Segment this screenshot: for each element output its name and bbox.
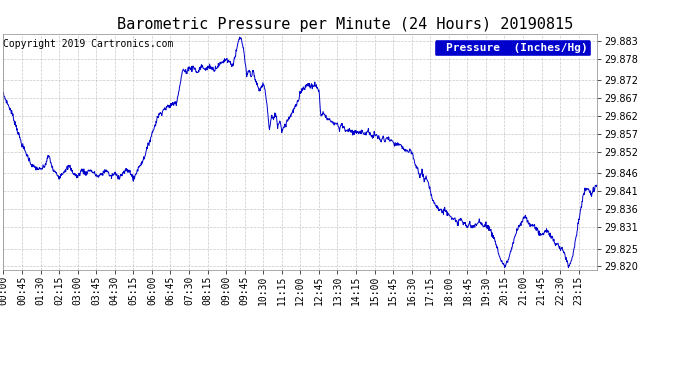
Text: Barometric Pressure per Minute (24 Hours) 20190815: Barometric Pressure per Minute (24 Hours…: [117, 17, 573, 32]
Text: Copyright 2019 Cartronics.com: Copyright 2019 Cartronics.com: [3, 39, 174, 50]
Legend: Pressure  (Inches/Hg): Pressure (Inches/Hg): [434, 39, 591, 56]
